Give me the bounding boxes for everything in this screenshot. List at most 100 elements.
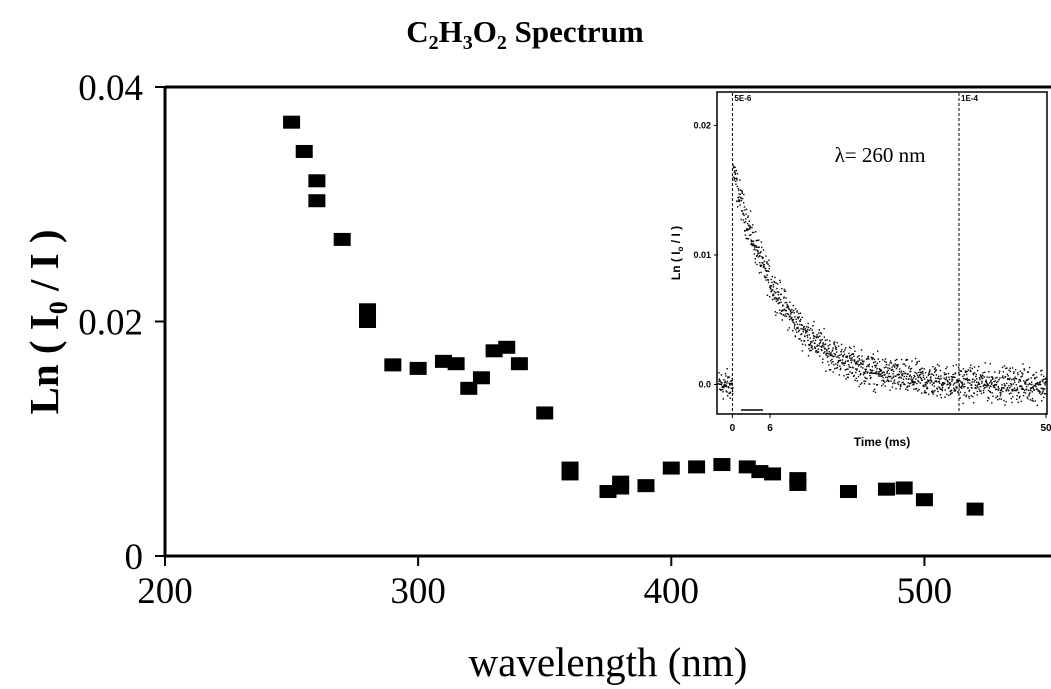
inset-data-point (772, 299, 773, 300)
inset-data-point (832, 347, 833, 348)
inset-data-point (944, 372, 945, 373)
inset-data-point (892, 386, 893, 387)
inset-data-point (884, 382, 885, 383)
inset-y-label-pre: Ln ( I (669, 251, 683, 280)
inset-data-point (988, 384, 989, 385)
inset-data-point (734, 167, 735, 168)
inset-data-point (998, 386, 999, 387)
inset-data-point (865, 371, 866, 372)
inset-data-point (734, 178, 735, 179)
inset-data-point (900, 384, 901, 385)
inset-data-point (735, 172, 736, 173)
inset-data-point (1040, 391, 1041, 392)
inset-data-point (986, 386, 987, 387)
inset-data-point (854, 380, 855, 381)
inset-data-point (751, 243, 752, 244)
inset-data-point (1004, 404, 1005, 405)
inset-data-point (988, 377, 989, 378)
inset-data-point (912, 381, 913, 382)
inset-data-point (860, 373, 861, 374)
inset-data-point (749, 220, 750, 221)
inset-data-point (950, 393, 951, 394)
inset-data-point (829, 340, 830, 341)
inset-data-point (831, 359, 832, 360)
inset-data-point (1009, 393, 1010, 394)
inset-data-point (808, 348, 809, 349)
inset-data-point (812, 348, 813, 349)
inset-data-point (866, 358, 867, 359)
inset-data-point (747, 217, 748, 218)
inset-data-point (1019, 397, 1020, 398)
inset-data-point (984, 376, 985, 377)
inset-data-point (812, 340, 813, 341)
inset-data-point (896, 359, 897, 360)
inset-data-point (844, 349, 845, 350)
inset-data-point (858, 386, 859, 387)
inset-data-point (810, 338, 811, 339)
inset-data-point (776, 288, 777, 289)
inset-data-point (1017, 374, 1018, 375)
inset-data-point (959, 397, 960, 398)
inset-data-point (776, 282, 777, 283)
inset-data-point (788, 309, 789, 310)
inset-data-point (761, 247, 762, 248)
inset-data-point (1000, 392, 1001, 393)
inset-data-point (1006, 367, 1007, 368)
inset-data-point (721, 384, 722, 385)
inset-data-point (837, 367, 838, 368)
inset-data-point (810, 350, 811, 351)
inset-data-point (976, 374, 977, 375)
inset-data-point (745, 213, 746, 214)
inset-data-point (950, 394, 951, 395)
inset-data-point (913, 384, 914, 385)
inset-data-point (908, 385, 909, 386)
inset-data-point (874, 389, 875, 390)
inset-data-point (961, 388, 962, 389)
inset-data-point (974, 372, 975, 373)
inset-data-point (1001, 387, 1002, 388)
inset-data-point (907, 373, 908, 374)
inset-data-point (895, 360, 896, 361)
title-sub-3: 3 (463, 32, 473, 54)
inset-data-point (894, 366, 895, 367)
inset-data-point (855, 372, 856, 373)
inset-data-point (900, 386, 901, 387)
inset-data-point (837, 342, 838, 343)
inset-data-point (793, 305, 794, 306)
inset-data-point (1034, 385, 1035, 386)
inset-data-point (899, 371, 900, 372)
inset-data-point (844, 365, 845, 366)
inset-data-point (778, 291, 779, 292)
data-point (896, 481, 913, 494)
inset-data-point (838, 357, 839, 358)
inset-data-point (797, 324, 798, 325)
inset-data-point (963, 378, 964, 379)
inset-data-point (980, 390, 981, 391)
inset-data-point (940, 394, 941, 395)
inset-data-point (775, 315, 776, 316)
inset-data-point (823, 342, 824, 343)
inset-data-point (819, 329, 820, 330)
inset-data-point (769, 296, 770, 297)
inset-x-tick-label: 6 (767, 423, 773, 434)
inset-data-point (887, 371, 888, 372)
inset-data-point (911, 360, 912, 361)
inset-data-point (780, 282, 781, 283)
inset-data-point (900, 372, 901, 373)
inset-data-point (910, 378, 911, 379)
inset-data-point (1044, 384, 1045, 385)
inset-data-point (1004, 365, 1005, 366)
inset-data-point (807, 323, 808, 324)
inset-data-point (893, 381, 894, 382)
inset-data-point (904, 364, 905, 365)
inset-data-point (772, 276, 773, 277)
inset-data-point (953, 390, 954, 391)
inset-data-point (945, 389, 946, 390)
inset-data-point (1002, 377, 1003, 378)
inset-data-point (826, 349, 827, 350)
inset-data-point (776, 301, 777, 302)
inset-data-point (734, 170, 735, 171)
inset-y-label: Ln ( Io / I ) (669, 226, 685, 280)
inset-data-point (905, 389, 906, 390)
inset-data-point (877, 384, 878, 385)
